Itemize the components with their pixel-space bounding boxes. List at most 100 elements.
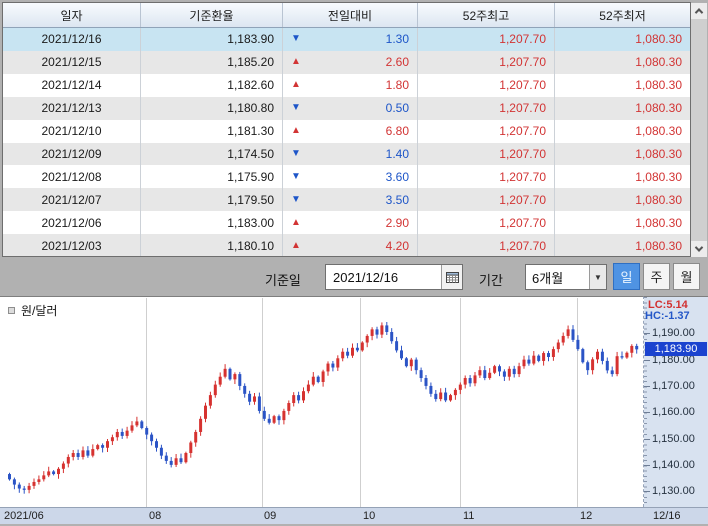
cell-date: 2021/12/03 bbox=[3, 234, 141, 256]
up-arrow-icon: ▲ bbox=[291, 56, 301, 68]
chevron-up-icon bbox=[694, 8, 704, 17]
cell-52w-low: 1,080.30 bbox=[635, 101, 682, 116]
change-value: 4.20 bbox=[385, 238, 409, 253]
date-tick-label: 11 bbox=[463, 510, 475, 522]
cell-52w-high: 1,207.70 bbox=[418, 119, 555, 143]
date-tick-label: 10 bbox=[363, 510, 376, 522]
cell-day-change: ▲ 4.20 bbox=[283, 234, 418, 256]
table-scrollbar[interactable] bbox=[691, 3, 707, 257]
view-button-주[interactable]: 주 bbox=[643, 263, 670, 290]
down-arrow-icon: ▼ bbox=[291, 193, 301, 205]
cell-date: 2021/12/07 bbox=[3, 188, 141, 212]
cell-52w-high: 1,207.70 bbox=[418, 188, 555, 212]
dropdown-arrow-icon: ▼ bbox=[594, 272, 602, 282]
cell-day-change: ▼ 1.40 bbox=[283, 142, 418, 166]
change-value: 3.50 bbox=[385, 192, 409, 207]
table-row[interactable]: 2021/12/06 1,183.00 ▲ 2.90 1,207.70 1,080.30 bbox=[3, 211, 690, 235]
cell-52w-high: 1,207.70 bbox=[418, 96, 555, 120]
candlestick-chart[interactable] bbox=[0, 297, 643, 508]
table-row[interactable]: 2021/12/10 1,181.30 ▲ 6.80 1,207.70 1,080.30 bbox=[3, 119, 690, 143]
price-tick-label: 1,130.00 bbox=[652, 485, 695, 498]
current-price-tag: 1,183.90 bbox=[645, 342, 707, 357]
cell-52w-high: 1,207.70 bbox=[418, 211, 555, 235]
scroll-up-button[interactable] bbox=[691, 3, 707, 19]
rate-table: 일자 기준환율 전일대비 52주최고 52주최저 2021/12/16 1,183… bbox=[2, 2, 691, 257]
base-date-value[interactable]: 2021/12/16 bbox=[333, 269, 399, 285]
table-row[interactable]: 2021/12/09 1,174.50 ▼ 1.40 1,207.70 1,080.30 bbox=[3, 142, 690, 166]
header-base-rate[interactable]: 기준환율 bbox=[141, 3, 283, 27]
price-tick bbox=[644, 438, 650, 440]
date-tick-label: 08 bbox=[149, 510, 162, 522]
base-date-input[interactable]: 2021/12/16 bbox=[325, 264, 463, 290]
date-tick-label: 12/16 bbox=[653, 510, 681, 522]
header-date[interactable]: 일자 bbox=[3, 3, 141, 27]
period-label: 기간 bbox=[479, 273, 503, 288]
cell-52w-high: 1,207.70 bbox=[418, 28, 555, 51]
table-row[interactable]: 2021/12/15 1,185.20 ▲ 2.60 1,207.70 1,080.30 bbox=[3, 50, 690, 74]
price-tick bbox=[644, 385, 650, 387]
header-day-change[interactable]: 전일대비 bbox=[283, 3, 418, 27]
cell-52w-low: 1,080.30 bbox=[635, 192, 682, 207]
legend-marker-icon bbox=[8, 307, 15, 314]
down-arrow-icon: ▼ bbox=[291, 170, 301, 182]
scroll-down-button[interactable] bbox=[691, 241, 707, 257]
change-value: 2.90 bbox=[385, 215, 409, 230]
date-axis: 2021/06 08 09 10 11 12 12/16 bbox=[0, 507, 708, 524]
up-arrow-icon: ▲ bbox=[291, 239, 301, 251]
cell-52w-low: 1,080.30 bbox=[635, 238, 682, 253]
cell-52w-low: 1,080.30 bbox=[635, 78, 682, 93]
cell-52w-high: 1,207.70 bbox=[418, 50, 555, 74]
cell-52w-high: 1,207.70 bbox=[418, 73, 555, 97]
cell-day-change: ▲ 1.80 bbox=[283, 73, 418, 97]
down-arrow-icon: ▼ bbox=[291, 33, 301, 45]
table-header-row: 일자 기준환율 전일대비 52주최고 52주최저 bbox=[3, 3, 690, 28]
change-value: 1.30 bbox=[385, 32, 409, 47]
cell-day-change: ▲ 2.90 bbox=[283, 211, 418, 235]
cell-date: 2021/12/08 bbox=[3, 165, 141, 189]
up-arrow-icon: ▲ bbox=[291, 125, 301, 137]
dropdown-button[interactable]: ▼ bbox=[589, 265, 606, 289]
down-arrow-icon: ▼ bbox=[291, 102, 301, 114]
cell-52w-low: 1,080.30 bbox=[635, 215, 682, 230]
calendar-button[interactable] bbox=[441, 265, 462, 289]
table-row[interactable]: 2021/12/03 1,180.10 ▲ 4.20 1,207.70 1,080.30 bbox=[3, 234, 690, 256]
view-button-일[interactable]: 일 bbox=[613, 263, 640, 290]
cell-date: 2021/12/14 bbox=[3, 73, 141, 97]
change-value: 1.40 bbox=[385, 146, 409, 161]
cell-base-rate: 1,179.50 bbox=[141, 188, 283, 212]
period-select[interactable]: 6개월 ▼ bbox=[525, 264, 607, 290]
cell-day-change: ▲ 2.60 bbox=[283, 50, 418, 74]
header-52w-high[interactable]: 52주최고 bbox=[418, 3, 555, 27]
chevron-down-icon bbox=[694, 243, 704, 252]
cell-day-change: ▼ 1.30 bbox=[283, 28, 418, 51]
table-row[interactable]: 2021/12/13 1,180.80 ▼ 0.50 1,207.70 1,080.30 bbox=[3, 96, 690, 120]
table-row[interactable]: 2021/12/16 1,183.90 ▼ 1.30 1,207.70 1,080.30 bbox=[3, 28, 690, 51]
table-row[interactable]: 2021/12/08 1,175.90 ▼ 3.60 1,207.70 1,080.30 bbox=[3, 165, 690, 189]
period-value[interactable]: 6개월 bbox=[532, 270, 564, 286]
calendar-icon bbox=[445, 272, 459, 283]
cell-52w-low: 1,080.30 bbox=[635, 146, 682, 161]
header-52w-low[interactable]: 52주최저 bbox=[599, 8, 646, 23]
cell-52w-low: 1,080.30 bbox=[635, 169, 682, 184]
cell-day-change: ▼ 3.50 bbox=[283, 188, 418, 212]
candlestick-plot[interactable]: 원/달러 bbox=[0, 296, 644, 508]
cell-52w-low: 1,080.30 bbox=[635, 55, 682, 70]
cell-base-rate: 1,183.90 bbox=[141, 28, 283, 51]
price-axis-ticks bbox=[644, 297, 647, 508]
up-arrow-icon: ▲ bbox=[291, 216, 301, 228]
view-button-월[interactable]: 월 bbox=[673, 263, 700, 290]
price-tick-label: 1,180.00 bbox=[652, 353, 695, 366]
cell-base-rate: 1,174.50 bbox=[141, 142, 283, 166]
cell-base-rate: 1,183.00 bbox=[141, 211, 283, 235]
lc-indicator: LC:5.14 bbox=[648, 299, 688, 311]
price-tick bbox=[644, 333, 650, 335]
price-tick-label: 1,140.00 bbox=[652, 458, 695, 471]
cell-date: 2021/12/09 bbox=[3, 142, 141, 166]
change-value: 0.50 bbox=[385, 101, 409, 116]
table-row[interactable]: 2021/12/07 1,179.50 ▼ 3.50 1,207.70 1,080.30 bbox=[3, 188, 690, 212]
down-arrow-icon: ▼ bbox=[291, 147, 301, 159]
legend-text: 원/달러 bbox=[21, 304, 58, 318]
price-tick bbox=[644, 412, 650, 414]
table-row[interactable]: 2021/12/14 1,182.60 ▲ 1.80 1,207.70 1,080.30 bbox=[3, 73, 690, 97]
